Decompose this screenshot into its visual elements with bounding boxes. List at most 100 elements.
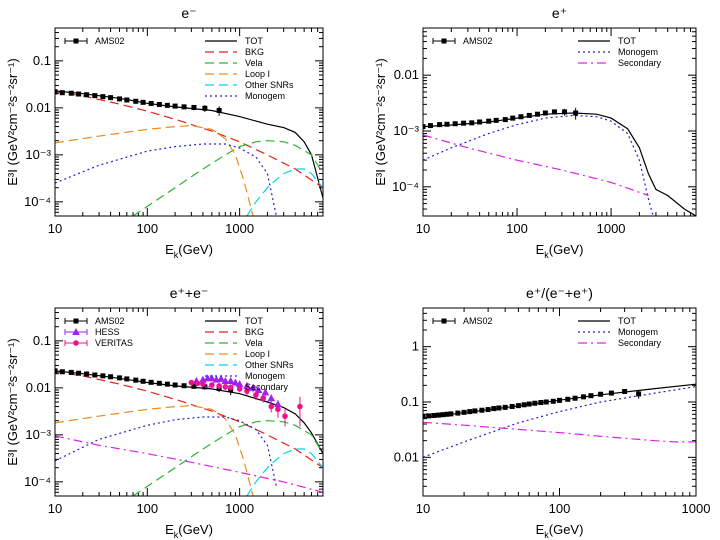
curve-vela — [132, 420, 323, 496]
data-point-ams02 — [562, 109, 568, 115]
data-point-ams02 — [92, 93, 98, 99]
data-point-ams02 — [557, 397, 562, 403]
data-point-veritas — [236, 386, 243, 392]
data-point-ams02 — [455, 410, 461, 416]
data-point-ams02 — [59, 369, 65, 375]
x-tick-label: 1000 — [225, 221, 254, 236]
data-point-ams02 — [68, 90, 74, 96]
data-point-ams02 — [76, 91, 82, 97]
legend-label: Loop I — [245, 69, 270, 79]
data-point-ams02 — [542, 110, 548, 116]
data-point-ams02 — [84, 371, 90, 377]
data-point-ams02 — [572, 395, 578, 401]
x-axis-label: Ek(GeV) — [165, 522, 213, 540]
legend-marker — [73, 340, 79, 346]
data-point-ams02 — [538, 399, 544, 405]
data-point-ams02 — [423, 124, 426, 130]
x-tick-label: 100 — [549, 501, 571, 516]
x-tick-label: 1000 — [225, 501, 254, 516]
data-point-veritas — [275, 406, 281, 413]
curve-other-snrs — [246, 168, 323, 216]
data-point-ams02 — [636, 391, 642, 397]
data-point-ams02 — [133, 98, 139, 104]
data-point-ams02 — [550, 398, 556, 404]
y-axis-label: E³I (GeV²cm⁻²s⁻²sr⁻¹) — [373, 58, 388, 185]
data-point-ams02 — [172, 103, 178, 109]
y-tick-label: 10⁻⁴ — [24, 194, 51, 209]
data-point-ams02 — [156, 380, 162, 386]
data-point-hess — [261, 388, 270, 396]
data-point-ams02 — [156, 101, 162, 107]
data-point-ams02 — [140, 99, 146, 105]
data-point-ams02 — [526, 401, 532, 407]
y-tick-label: 0.01 — [394, 449, 419, 464]
y-axis-label: E³I (GeV²cm⁻²s⁻²sr⁻¹) — [5, 58, 20, 185]
data-point-ams02 — [117, 375, 123, 381]
data-point-ams02 — [191, 104, 197, 110]
y-tick-label: 0.1 — [33, 53, 51, 68]
y-tick-label: 0.01 — [394, 67, 419, 82]
legend-label: Monogem — [245, 371, 285, 381]
y-tick-label: 1 — [412, 339, 419, 354]
legend-marker — [441, 38, 447, 44]
data-point-veritas — [244, 388, 250, 394]
curve-monogem — [55, 416, 277, 487]
legend-label: TOT — [618, 316, 636, 326]
y-axis-label: E³I (GeV²cm⁻²s⁻²sr⁻¹) — [5, 338, 20, 465]
data-point-ams02 — [622, 388, 628, 394]
data-point-ams02 — [55, 89, 58, 95]
x-tick-label: 10 — [416, 501, 430, 516]
legend-label: BKG — [245, 327, 264, 337]
data-point-ams02 — [608, 390, 614, 396]
data-point-ams02 — [496, 405, 502, 411]
data-point-ams02 — [202, 105, 208, 111]
legend-label: Other SNRs — [245, 80, 294, 90]
data-point-hess — [208, 374, 216, 382]
x-tick-label: 100 — [136, 221, 158, 236]
legend-marker — [441, 318, 447, 324]
data-point-ams02 — [124, 376, 130, 382]
data-point-ams02 — [461, 120, 467, 126]
data-point-ams02 — [526, 112, 532, 118]
legend-label: Secondary — [245, 382, 289, 392]
data-point-ams02 — [164, 102, 170, 108]
data-point-ams02 — [100, 94, 106, 100]
legend-label: Secondary — [618, 58, 662, 68]
data-point-ams02 — [431, 413, 437, 419]
data-point-ams02 — [423, 413, 426, 419]
data-point-ams02 — [140, 378, 146, 384]
data-point-ams02 — [117, 96, 123, 102]
data-point-ams02 — [164, 381, 170, 387]
curve-tot — [55, 90, 323, 199]
data-point-hess — [254, 386, 263, 394]
data-point-ams02 — [551, 109, 557, 115]
y-tick-label: 0.1 — [401, 394, 419, 409]
x-tick-label: 100 — [506, 221, 528, 236]
curve-loop-i — [55, 124, 254, 216]
data-point-ams02 — [509, 403, 515, 409]
data-point-ams02 — [444, 411, 450, 417]
data-point-ams02 — [502, 404, 508, 410]
curve-loop-i — [55, 404, 254, 496]
data-point-ams02 — [108, 95, 114, 101]
legend-label: Vela — [245, 58, 263, 68]
curve-bkg — [55, 371, 323, 469]
data-point-veritas — [282, 413, 288, 419]
data-point-ams02 — [100, 373, 106, 379]
plot-frame — [422, 307, 697, 497]
data-point-ams02 — [84, 92, 90, 98]
data-point-ams02 — [521, 402, 527, 408]
x-tick-label: 1000 — [597, 221, 626, 236]
data-point-ams02 — [202, 384, 208, 390]
plot-frame — [54, 307, 324, 497]
data-point-ams02 — [477, 119, 483, 125]
curve-secondary — [423, 421, 696, 443]
y-tick-label: 0.1 — [33, 333, 51, 348]
x-tick-label: 100 — [136, 501, 158, 516]
legend-label: Loop I — [245, 349, 270, 359]
data-point-hess — [267, 394, 276, 402]
data-point-veritas — [297, 403, 303, 410]
data-point-ams02 — [461, 409, 467, 415]
data-point-ams02 — [588, 393, 594, 399]
